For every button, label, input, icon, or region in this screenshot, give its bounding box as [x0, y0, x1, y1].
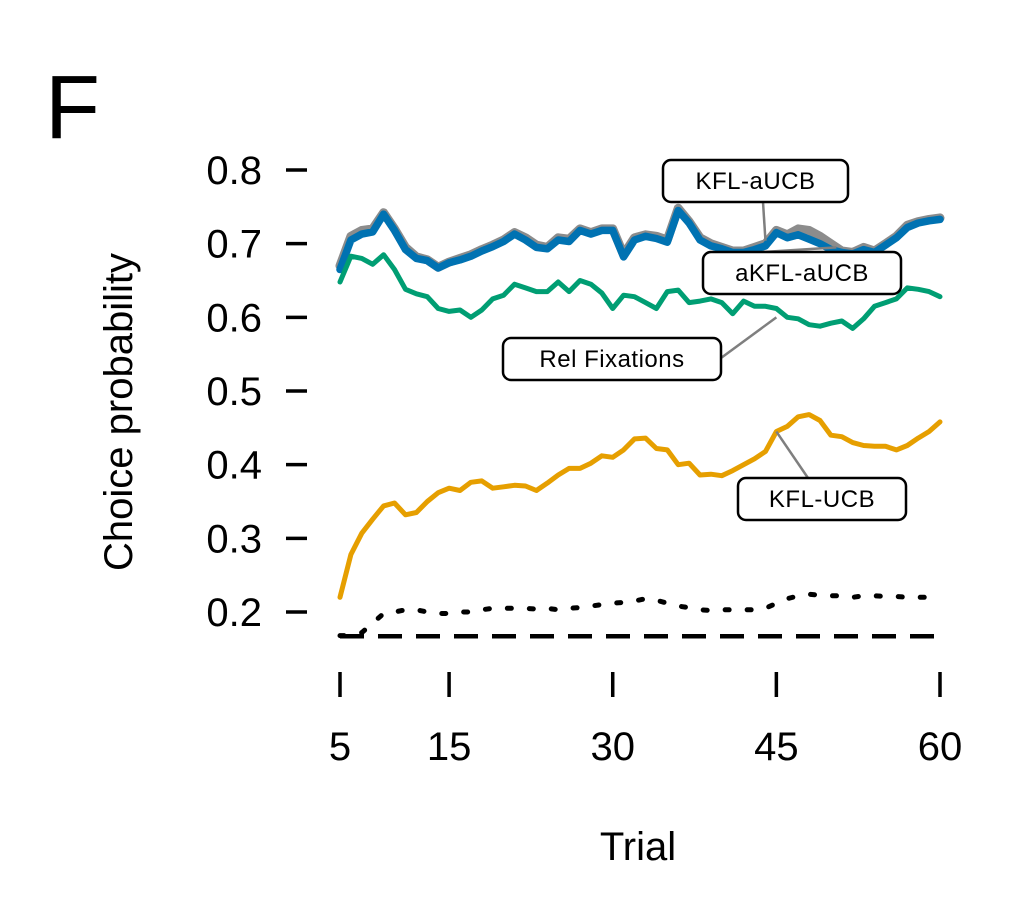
y-axis-title: Choice probability: [97, 253, 141, 571]
callout-rel-fixations: Rel Fixations: [501, 316, 778, 382]
y-axis: 0.2 0.3 0.4 0.5 0.6 0.7 0.8: [206, 149, 307, 635]
callout-label: aKFL-aUCB: [735, 260, 869, 287]
x-tick-label: 60: [918, 725, 963, 769]
x-tick-label: 45: [754, 725, 799, 769]
y-tick-label: 0.2: [206, 591, 262, 635]
callout-kfl-ucb: KFL-UCB: [736, 430, 908, 522]
callout-kfl-aucb: KFL-aUCB: [661, 158, 850, 241]
series-rel-fixations-line: [337, 252, 943, 331]
callout-layer: KFL-aUCB aKFL-aUCB Rel Fixations KFL-UCB: [501, 158, 908, 522]
callout-box: [736, 476, 908, 522]
callout-label: KFL-UCB: [769, 486, 875, 513]
series-kfl-ucb-line: [337, 412, 943, 600]
y-tick-label: 0.7: [206, 223, 262, 267]
x-axis-title: Trial: [600, 825, 676, 869]
callout-leader-line: [761, 201, 767, 241]
callout-box: [661, 158, 850, 204]
x-tick-label: 5: [329, 725, 351, 769]
y-tick-label: 0.3: [206, 517, 262, 561]
callout-akfl-aucb: aKFL-aUCB: [701, 246, 903, 296]
panel-label: F: [45, 58, 100, 158]
callout-label: Rel Fixations: [539, 346, 684, 373]
callout-leader-line: [775, 430, 810, 479]
callout-leader-line: [720, 316, 778, 360]
callout-label: KFL-aUCB: [695, 168, 815, 195]
y-tick-label: 0.8: [206, 149, 262, 193]
y-tick-label: 0.6: [206, 296, 262, 340]
y-tick-label: 0.4: [206, 444, 262, 488]
x-tick-label: 30: [590, 725, 635, 769]
x-axis: 5 15 30 45 60: [329, 672, 962, 769]
callout-box: [501, 336, 723, 382]
x-tick-label: 15: [427, 725, 472, 769]
series-dotted-baseline-line: [337, 591, 943, 639]
y-tick-label: 0.5: [206, 370, 262, 414]
callout-box: [701, 250, 903, 296]
